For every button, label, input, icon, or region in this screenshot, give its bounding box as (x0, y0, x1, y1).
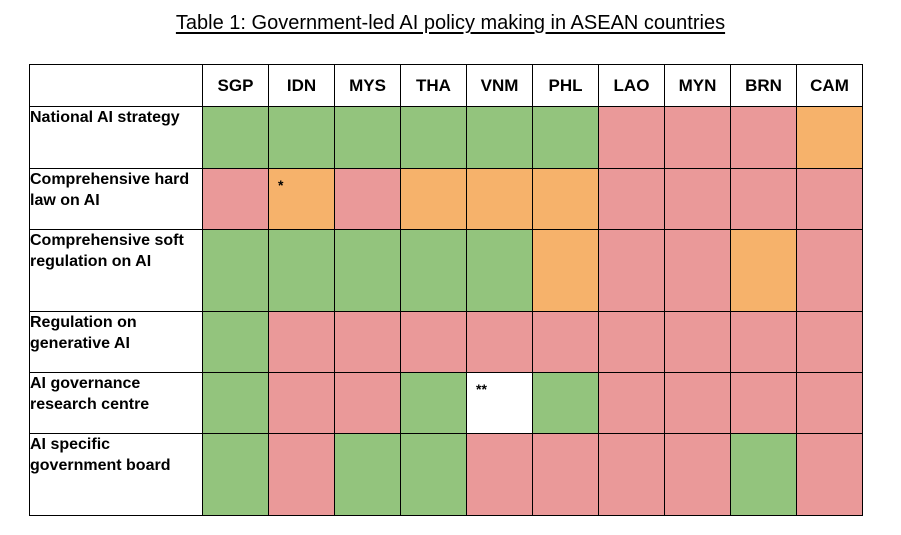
row-label: Comprehensive hard law on AI (29, 168, 203, 230)
row-label: Comprehensive soft regulation on AI (29, 229, 203, 312)
status-cell-myn (664, 106, 731, 169)
status-cell-phl (532, 229, 599, 312)
status-cell-cam (796, 311, 863, 373)
status-cell-tha (400, 168, 467, 230)
column-header-brn: BRN (730, 64, 797, 107)
policy-table: SGP IDN MYS THA VNM PHL LAO MYN BRN CAM National … (29, 64, 863, 516)
column-header-tha: THA (400, 64, 467, 107)
status-cell-phl (532, 106, 599, 169)
table-row: AI specific government board (29, 433, 863, 516)
status-cell-vnm (466, 168, 533, 230)
status-cell-brn (730, 106, 797, 169)
status-cell-idn (268, 433, 335, 516)
table-row: Comprehensive soft regulation on AI (29, 229, 863, 312)
header-row: SGP IDN MYS THA VNM PHL LAO MYN BRN CAM (29, 64, 863, 107)
column-header-phl: PHL (532, 64, 599, 107)
status-cell-myn (664, 168, 731, 230)
column-header-idn: IDN (268, 64, 335, 107)
status-cell-vnm (466, 311, 533, 373)
status-cell-vnm (466, 433, 533, 516)
status-cell-sgp (202, 311, 269, 373)
status-cell-phl (532, 372, 599, 434)
status-cell-brn (730, 168, 797, 230)
column-header-lao: LAO (598, 64, 665, 107)
table-row: AI governance research centre ** (29, 372, 863, 434)
status-cell-brn (730, 311, 797, 373)
status-cell-tha (400, 433, 467, 516)
status-cell-tha (400, 106, 467, 169)
status-cell-lao (598, 372, 665, 434)
footnote-marker: ** (476, 381, 487, 397)
row-label: National AI strategy (29, 106, 203, 169)
table-row: Comprehensive hard law on AI * (29, 168, 863, 230)
column-header-vnm: VNM (466, 64, 533, 107)
row-label: AI governance research centre (29, 372, 203, 434)
status-cell-brn (730, 229, 797, 312)
table-row: Regulation on generative AI (29, 311, 863, 373)
status-cell-sgp (202, 433, 269, 516)
row-label: Regulation on generative AI (29, 311, 203, 373)
status-cell-tha (400, 372, 467, 434)
status-cell-cam (796, 372, 863, 434)
status-cell-idn (268, 106, 335, 169)
status-cell-myn (664, 372, 731, 434)
status-cell-sgp (202, 168, 269, 230)
status-cell-myn (664, 433, 731, 516)
status-cell-mys (334, 372, 401, 434)
status-cell-myn (664, 311, 731, 373)
footnote-marker: * (278, 177, 284, 193)
status-cell-idn (268, 311, 335, 373)
column-header-cam: CAM (796, 64, 863, 107)
status-cell-mys (334, 106, 401, 169)
status-cell-vnm: ** (466, 372, 533, 434)
status-cell-lao (598, 168, 665, 230)
status-cell-idn (268, 229, 335, 312)
status-cell-mys (334, 168, 401, 230)
status-cell-mys (334, 311, 401, 373)
status-cell-tha (400, 229, 467, 312)
status-cell-mys (334, 229, 401, 312)
status-cell-sgp (202, 372, 269, 434)
status-cell-lao (598, 433, 665, 516)
status-cell-sgp (202, 229, 269, 312)
row-label: AI specific government board (29, 433, 203, 516)
status-cell-phl (532, 433, 599, 516)
status-cell-vnm (466, 229, 533, 312)
status-cell-idn (268, 372, 335, 434)
status-cell-cam (796, 106, 863, 169)
status-cell-tha (400, 311, 467, 373)
column-header-myn: MYN (664, 64, 731, 107)
status-cell-cam (796, 229, 863, 312)
corner-cell (29, 64, 203, 107)
status-cell-myn (664, 229, 731, 312)
status-cell-lao (598, 311, 665, 373)
table-title: Table 1: Government-led AI policy making… (175, 12, 726, 34)
status-cell-phl (532, 168, 599, 230)
status-cell-mys (334, 433, 401, 516)
status-cell-idn: * (268, 168, 335, 230)
status-cell-brn (730, 372, 797, 434)
status-cell-lao (598, 229, 665, 312)
table-row: National AI strategy (29, 106, 863, 169)
status-cell-lao (598, 106, 665, 169)
status-cell-vnm (466, 106, 533, 169)
status-cell-cam (796, 433, 863, 516)
status-cell-cam (796, 168, 863, 230)
status-cell-sgp (202, 106, 269, 169)
status-cell-brn (730, 433, 797, 516)
column-header-mys: MYS (334, 64, 401, 107)
status-cell-phl (532, 311, 599, 373)
column-header-sgp: SGP (202, 64, 269, 107)
